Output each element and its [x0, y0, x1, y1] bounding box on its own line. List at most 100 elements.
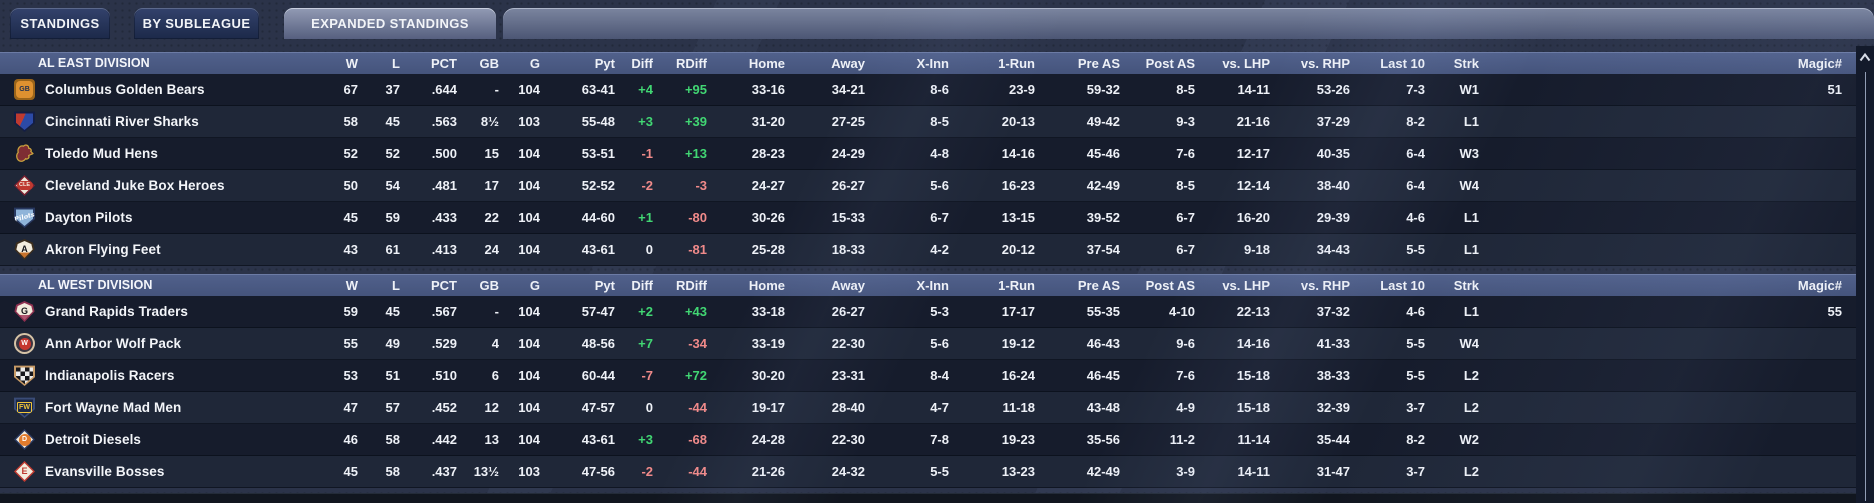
- column-header-home[interactable]: Home: [748, 55, 785, 71]
- column-header-g[interactable]: G: [529, 277, 540, 293]
- team-row[interactable]: G Grand Rapids Traders 59 45 .567 - 104 57-47 +2…: [0, 296, 1856, 328]
- tab-by-subleague[interactable]: BY SUBLEAGUE: [134, 8, 259, 39]
- stat-x-inn: 6-7: [930, 210, 949, 225]
- team-row[interactable]: E Evansville Bosses 45 58 .437 13½ 103 47-56 -2 -…: [0, 456, 1856, 488]
- column-header-vs-rhp[interactable]: vs. RHP: [1300, 277, 1350, 293]
- column-header-vs-lhp[interactable]: vs. LHP: [1222, 55, 1270, 71]
- team-logo-icon: D: [14, 429, 35, 450]
- stat-post-as: 8-5: [1176, 178, 1195, 193]
- stat-pct: .500: [431, 146, 457, 161]
- team-row[interactable]: Toledo Mud Hens 52 52 .500 15 104 53-51 -1 +13 28…: [0, 138, 1856, 170]
- team-row[interactable]: GB Columbus Golden Bears 67 37 .644 - 104 63-41…: [0, 74, 1856, 106]
- column-header-vs-rhp[interactable]: vs. RHP: [1300, 55, 1350, 71]
- team-cell: G Grand Rapids Traders: [0, 301, 330, 322]
- division-header-row: AL WEST DIVISION W L PCT GB G Pyt Diff RDiff Home…: [0, 274, 1856, 296]
- team-name[interactable]: Ann Arbor Wolf Pack: [45, 336, 182, 351]
- column-header-pct[interactable]: PCT: [431, 277, 457, 293]
- team-name[interactable]: Detroit Diesels: [45, 432, 142, 447]
- column-header-pyt[interactable]: Pyt: [594, 55, 615, 71]
- column-header-w[interactable]: W: [345, 277, 358, 293]
- column-header-home[interactable]: Home: [748, 277, 785, 293]
- stat-w: 58: [343, 114, 358, 129]
- column-header-post-as[interactable]: Post AS: [1145, 277, 1195, 293]
- stat-rdiff: -34: [688, 336, 707, 351]
- stat-last-10: 4-6: [1406, 304, 1425, 319]
- column-header-magic[interactable]: Magic#: [1797, 277, 1842, 293]
- team-name[interactable]: Toledo Mud Hens: [45, 146, 158, 161]
- column-header-pre-as[interactable]: Pre AS: [1077, 277, 1120, 293]
- team-name[interactable]: Dayton Pilots: [45, 210, 133, 225]
- team-row[interactable]: Indianapolis Racers 53 51 .510 6 104 60-44 -7 +7…: [0, 360, 1856, 392]
- stat-pct: .563: [431, 114, 457, 129]
- stat-diff: +4: [638, 82, 653, 97]
- column-header-strk[interactable]: Strk: [1453, 277, 1479, 293]
- column-header-rdiff[interactable]: RDiff: [675, 277, 707, 293]
- column-header-magic[interactable]: Magic#: [1797, 55, 1842, 71]
- stat-1-run: 19-12: [1001, 336, 1035, 351]
- stat-vs-lhp: 16-20: [1236, 210, 1270, 225]
- column-header-1-run[interactable]: 1-Run: [998, 277, 1035, 293]
- stat-pyt: 43-61: [581, 242, 615, 257]
- column-header-vs-lhp[interactable]: vs. LHP: [1222, 277, 1270, 293]
- stat-strk: L1: [1463, 242, 1479, 257]
- column-header-l[interactable]: L: [392, 55, 400, 71]
- column-header-1-run[interactable]: 1-Run: [998, 55, 1035, 71]
- team-logo-icon: [14, 365, 35, 386]
- stat-pyt: 60-44: [581, 368, 615, 383]
- stat-g: 104: [518, 82, 540, 97]
- stat-rdiff: +13: [684, 146, 707, 161]
- column-header-x-inn[interactable]: X-Inn: [916, 55, 950, 71]
- column-header-l[interactable]: L: [392, 277, 400, 293]
- division-section-al-west-division: AL WEST DIVISION W L PCT GB G Pyt Diff RDiff Home…: [0, 274, 1856, 488]
- column-header-diff[interactable]: Diff: [631, 55, 653, 71]
- column-header-pct[interactable]: PCT: [431, 55, 457, 71]
- vertical-scrollbar[interactable]: [1856, 46, 1874, 503]
- column-header-w[interactable]: W: [345, 55, 358, 71]
- stat-away: 27-25: [831, 114, 865, 129]
- stat-home: 30-20: [751, 368, 785, 383]
- team-row[interactable]: Pilots Dayton Pilots 45 59 .433 22 104 44-60 +1 -…: [0, 202, 1856, 234]
- column-header-away[interactable]: Away: [831, 55, 865, 71]
- column-header-gb[interactable]: GB: [479, 55, 500, 71]
- chevron-up-icon[interactable]: [1859, 53, 1871, 62]
- stat-x-inn: 5-3: [930, 304, 949, 319]
- team-row[interactable]: Cincinnati River Sharks 58 45 .563 8½ 103 55-4…: [0, 106, 1856, 138]
- stat-l: 58: [385, 464, 400, 479]
- stat-pyt: 63-41: [581, 82, 615, 97]
- column-header-gb[interactable]: GB: [479, 277, 500, 293]
- stat-w: 59: [343, 304, 358, 319]
- team-row[interactable]: FW Fort Wayne Mad Men 47 57 .452 12 104 47-57 0 -…: [0, 392, 1856, 424]
- column-header-g[interactable]: G: [529, 55, 540, 71]
- team-row[interactable]: D Detroit Diesels 46 58 .442 13 104 43-61 +3 -68 2…: [0, 424, 1856, 456]
- stat-pct: .481: [431, 178, 457, 193]
- stat-g: 104: [518, 336, 540, 351]
- team-row[interactable]: CLE Cleveland Juke Box Heroes 50 54 .481 17 10…: [0, 170, 1856, 202]
- team-name[interactable]: Akron Flying Feet: [45, 242, 161, 257]
- column-header-pyt[interactable]: Pyt: [594, 277, 615, 293]
- scrollbar-track[interactable]: [1865, 72, 1866, 501]
- column-header-last-10[interactable]: Last 10: [1380, 55, 1425, 71]
- stat-pct: .529: [431, 336, 457, 351]
- column-header-last-10[interactable]: Last 10: [1380, 277, 1425, 293]
- stat-vs-lhp: 15-18: [1236, 400, 1270, 415]
- column-header-strk[interactable]: Strk: [1453, 55, 1479, 71]
- team-name[interactable]: Evansville Bosses: [45, 464, 165, 479]
- team-name[interactable]: Cincinnati River Sharks: [45, 114, 199, 129]
- column-header-x-inn[interactable]: X-Inn: [916, 277, 950, 293]
- column-header-away[interactable]: Away: [831, 277, 865, 293]
- tab-standings[interactable]: STANDINGS: [10, 8, 110, 39]
- team-name[interactable]: Fort Wayne Mad Men: [45, 400, 182, 415]
- tab-expanded-standings[interactable]: EXPANDED STANDINGS: [284, 8, 496, 39]
- team-row[interactable]: A Akron Flying Feet 43 61 .413 24 104 43-61 0 -81…: [0, 234, 1856, 266]
- stat-l: 51: [385, 368, 400, 383]
- team-row[interactable]: W Ann Arbor Wolf Pack 55 49 .529 4 104 48-56 +7 -…: [0, 328, 1856, 360]
- column-header-diff[interactable]: Diff: [631, 277, 653, 293]
- team-name[interactable]: Grand Rapids Traders: [45, 304, 189, 319]
- stat-gb: 24: [484, 242, 499, 257]
- column-header-pre-as[interactable]: Pre AS: [1077, 55, 1120, 71]
- column-header-rdiff[interactable]: RDiff: [675, 55, 707, 71]
- team-name[interactable]: Cleveland Juke Box Heroes: [45, 178, 225, 193]
- team-name[interactable]: Indianapolis Racers: [45, 368, 175, 383]
- team-name[interactable]: Columbus Golden Bears: [45, 82, 205, 97]
- column-header-post-as[interactable]: Post AS: [1145, 55, 1195, 71]
